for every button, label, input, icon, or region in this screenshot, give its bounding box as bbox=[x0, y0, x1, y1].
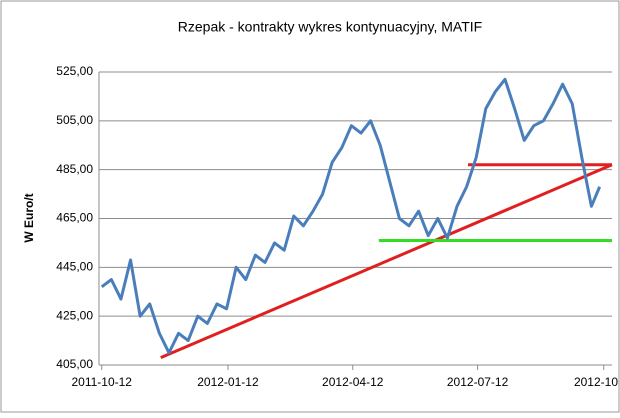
y-tick-label: 425,00 bbox=[56, 308, 93, 322]
price-line bbox=[100, 77, 602, 355]
y-tick-label: 485,00 bbox=[56, 162, 93, 176]
x-tick-label: 2011-10-12 bbox=[71, 375, 132, 389]
x-tick-label: 2012-07-12 bbox=[447, 375, 509, 389]
x-tick-label: 2012-10 bbox=[574, 375, 618, 389]
y-tick-label: 525,00 bbox=[56, 64, 93, 78]
x-tick-label: 2012-04-12 bbox=[322, 375, 384, 389]
y-axis-label: W Euro/t bbox=[22, 193, 36, 242]
y-tick-label: 465,00 bbox=[56, 211, 93, 225]
trend-line bbox=[160, 163, 613, 360]
y-tick-label: 405,00 bbox=[56, 357, 93, 371]
chart-title: Rzepak - kontrakty wykres kontynuacyjny,… bbox=[178, 19, 482, 35]
y-tick-label: 445,00 bbox=[56, 260, 93, 274]
y-tick-label: 505,00 bbox=[56, 113, 93, 127]
x-tick-label: 2012-01-12 bbox=[197, 375, 259, 389]
